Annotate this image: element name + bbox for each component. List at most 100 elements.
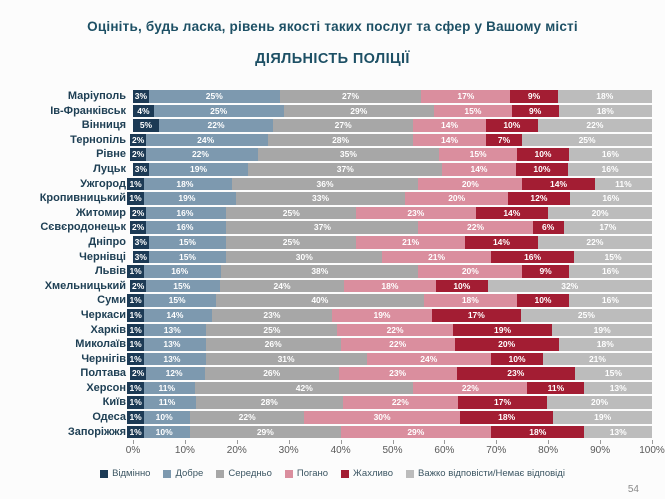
bar-segment: 14% bbox=[522, 177, 595, 191]
bar-segment: 19% bbox=[148, 162, 249, 176]
bar-segment: 19% bbox=[332, 308, 432, 322]
bar-segment-value: 1% bbox=[127, 192, 144, 205]
legend-swatch bbox=[341, 469, 350, 478]
legend-swatch bbox=[406, 469, 415, 478]
bar-segment-value: 15% bbox=[604, 251, 622, 262]
bar-segment-value: 12% bbox=[530, 193, 548, 204]
bar-segment: 9% bbox=[510, 90, 558, 103]
legend-item: Середньо bbox=[216, 468, 272, 479]
bar-segment: 14% bbox=[413, 119, 486, 132]
bar-segment-value: 33% bbox=[312, 193, 330, 204]
bar-segment: 21% bbox=[356, 235, 466, 249]
table-row: Запоріжжя 1% 10% 29% 29% 18% 13% bbox=[0, 425, 665, 439]
bar-segment-value: 13% bbox=[163, 339, 181, 350]
bar-segment-value: 20% bbox=[498, 339, 516, 350]
bar-segment: 36% bbox=[231, 177, 419, 191]
bar-segment-value: 9% bbox=[539, 266, 552, 277]
bar-segment: 25% bbox=[148, 90, 280, 103]
bar-segment-value: 22% bbox=[389, 339, 407, 350]
bar-segment: 27% bbox=[273, 119, 414, 132]
bar-segment-value: 3% bbox=[132, 90, 150, 103]
bar-segment: 2% bbox=[130, 206, 147, 220]
city-label: Харків bbox=[90, 323, 127, 336]
bar-segment: 16% bbox=[568, 294, 652, 307]
bar-segment: 24% bbox=[143, 133, 268, 147]
city-label: Кропивницький bbox=[39, 192, 126, 205]
table-row: Київ 1% 11% 28% 22% 17% 20% bbox=[0, 396, 665, 410]
bar-stack: 3% 19% 37% 14% 10% 16% bbox=[132, 162, 652, 176]
bar-segment: 13% bbox=[584, 381, 652, 395]
bar-segment-value: 10% bbox=[503, 120, 521, 131]
axis-tick-label: 100% bbox=[639, 445, 665, 457]
bar-segment: 3% bbox=[132, 90, 150, 103]
bar-segment-value: 11% bbox=[547, 382, 565, 393]
table-row: Тернопіль 2% 24% 28% 14% 7% 25% bbox=[0, 133, 665, 147]
bar-segment: 22% bbox=[190, 411, 305, 424]
bar-segment-value: 17% bbox=[599, 222, 617, 233]
bar-segment: 16% bbox=[569, 192, 652, 205]
table-row: Черкаси 1% 14% 23% 19% 17% 25% bbox=[0, 308, 665, 322]
bar-segment: 23% bbox=[356, 206, 476, 220]
bar-segment-value: 3% bbox=[132, 250, 149, 264]
bar-segment: 10% bbox=[138, 411, 191, 424]
bar-segment: 3% bbox=[132, 250, 149, 264]
bar-segment: 12% bbox=[143, 367, 205, 380]
bar-segment: 16% bbox=[568, 148, 652, 161]
bar-segment: 24% bbox=[220, 279, 344, 293]
bar-segment-value: 9% bbox=[527, 91, 541, 101]
bar-segment-value: 17% bbox=[467, 309, 485, 320]
bar-segment-value: 25% bbox=[210, 105, 228, 116]
bar-segment-value: 23% bbox=[407, 207, 425, 218]
bar-segment: 38% bbox=[221, 265, 419, 278]
bar-segment: 18% bbox=[491, 425, 585, 439]
bar-segment: 9% bbox=[511, 104, 559, 118]
bar-segment: 22% bbox=[158, 119, 274, 132]
axis-tick-mark bbox=[236, 440, 238, 445]
bar-segment: 42% bbox=[195, 381, 414, 395]
bar-segment-value: 25% bbox=[205, 91, 223, 101]
bar-segment: 10% bbox=[491, 352, 543, 366]
city-label: Сєвєродонецьк bbox=[40, 221, 126, 234]
bar-segment-value: 2% bbox=[130, 221, 147, 234]
bar-segment-value: 19% bbox=[593, 324, 611, 335]
bar-segment-value: 7% bbox=[497, 134, 511, 145]
bar-segment-value: 1% bbox=[127, 411, 144, 424]
bar-segment: 2% bbox=[130, 221, 147, 234]
bar-segment: 23% bbox=[338, 367, 457, 380]
bar-segment: 15% bbox=[574, 250, 652, 264]
bar-segment-value: 23% bbox=[389, 368, 407, 379]
legend-swatch bbox=[284, 469, 293, 478]
bar-segment: 5% bbox=[133, 119, 159, 132]
bar-segment-value: 11% bbox=[615, 178, 632, 189]
bar-stack: 1% 11% 28% 22% 17% 20% bbox=[127, 396, 652, 410]
bar-segment-value: 14% bbox=[470, 163, 488, 174]
bar-segment: 18% bbox=[138, 177, 232, 191]
legend-label: Важко відповісти/Немає відповіді bbox=[418, 468, 565, 479]
bar-stack: 2% 12% 26% 23% 23% 15% bbox=[129, 367, 652, 380]
bar-segment-value: 29% bbox=[256, 426, 274, 437]
legend-label: Добре bbox=[175, 468, 204, 479]
bar-stack: 1% 10% 22% 30% 18% 19% bbox=[127, 411, 652, 424]
bar-segment-value: 16% bbox=[601, 295, 619, 306]
bar-segment-value: 1% bbox=[127, 381, 144, 395]
bar-segment: 37% bbox=[248, 162, 443, 176]
bar-segment: 15% bbox=[148, 250, 227, 264]
bar-segment-value: 16% bbox=[601, 163, 619, 174]
bar-segment: 14% bbox=[138, 308, 212, 322]
bar-segment: 25% bbox=[206, 323, 338, 337]
legend-swatch bbox=[163, 469, 172, 478]
legend: Відмінно Добре Середньо Погано Жахливо Важко … bbox=[0, 468, 665, 479]
bar-segment-value: 25% bbox=[282, 207, 300, 218]
bar-segment-value: 1% bbox=[127, 308, 144, 322]
bar-segment: 37% bbox=[226, 221, 419, 234]
table-row: Маріуполь 3% 25% 27% 17% 9% 18% bbox=[0, 90, 665, 103]
bar-segment: 20% bbox=[547, 396, 652, 410]
axis-tick-mark bbox=[340, 440, 342, 445]
bar-segment: 40% bbox=[216, 294, 424, 307]
city-label: Тернопіль bbox=[70, 133, 126, 146]
bar-segment: 30% bbox=[226, 250, 383, 264]
bar-segment-value: 35% bbox=[339, 149, 357, 160]
bar-segment: 16% bbox=[568, 265, 652, 278]
table-row: Львів 1% 16% 38% 20% 9% 16% bbox=[0, 265, 665, 278]
bar-segment: 20% bbox=[405, 192, 509, 205]
